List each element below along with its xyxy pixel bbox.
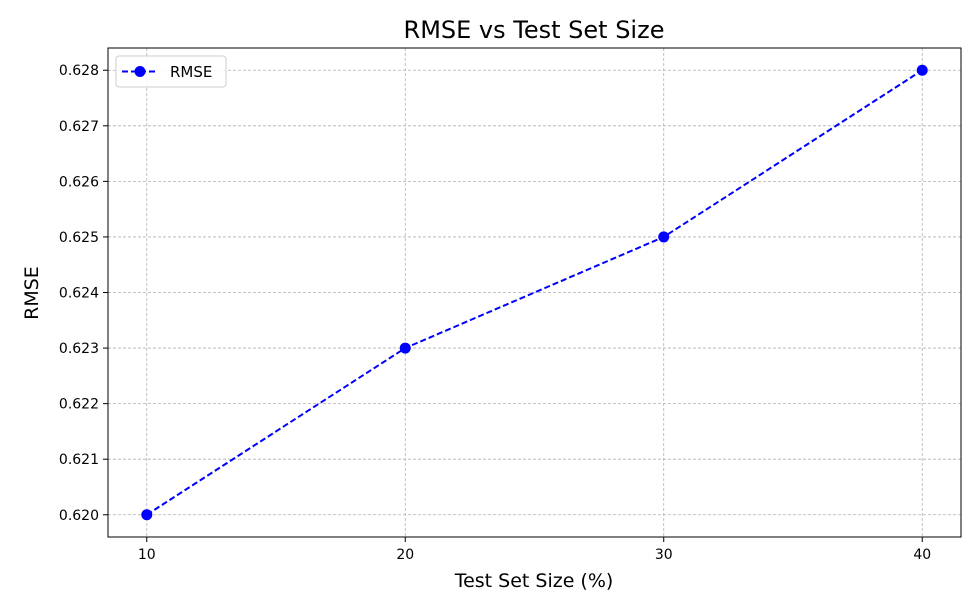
axes: 10 20 30 40 0.620 0.621 0.622 0.623 0.624 0.625 0.… bbox=[59, 47, 962, 563]
grid bbox=[108, 48, 961, 537]
x-axis-label: Test Set Size (%) bbox=[454, 570, 614, 592]
y-tick-label: 0.628 bbox=[59, 63, 99, 79]
data-point bbox=[399, 342, 411, 354]
y-tick-label: 0.622 bbox=[59, 397, 99, 413]
data-point bbox=[141, 509, 153, 521]
y-tick-label: 0.625 bbox=[59, 230, 99, 246]
data-point bbox=[658, 231, 670, 243]
y-tick-label: 0.626 bbox=[59, 174, 99, 190]
x-tick-label: 30 bbox=[655, 547, 673, 563]
legend-label: RMSE bbox=[170, 63, 212, 81]
chart-title: RMSE vs Test Set Size bbox=[404, 16, 665, 44]
legend-marker bbox=[134, 66, 146, 77]
series-line bbox=[146, 69, 923, 516]
x-tick-label: 10 bbox=[138, 547, 156, 563]
y-tick-label: 0.624 bbox=[59, 286, 99, 302]
y-tick-label: 0.620 bbox=[59, 508, 99, 524]
legend: RMSE bbox=[115, 55, 227, 88]
x-tick-label: 40 bbox=[913, 547, 931, 563]
y-tick-label: 0.621 bbox=[59, 452, 99, 468]
legend-frame bbox=[115, 55, 227, 88]
y-tick-label: 0.627 bbox=[59, 119, 99, 135]
x-tick-label: 20 bbox=[396, 547, 414, 563]
data-point bbox=[916, 64, 928, 76]
y-tick-label: 0.623 bbox=[59, 341, 99, 357]
y-axis-label: RMSE bbox=[21, 266, 43, 320]
series-layer bbox=[141, 64, 928, 521]
